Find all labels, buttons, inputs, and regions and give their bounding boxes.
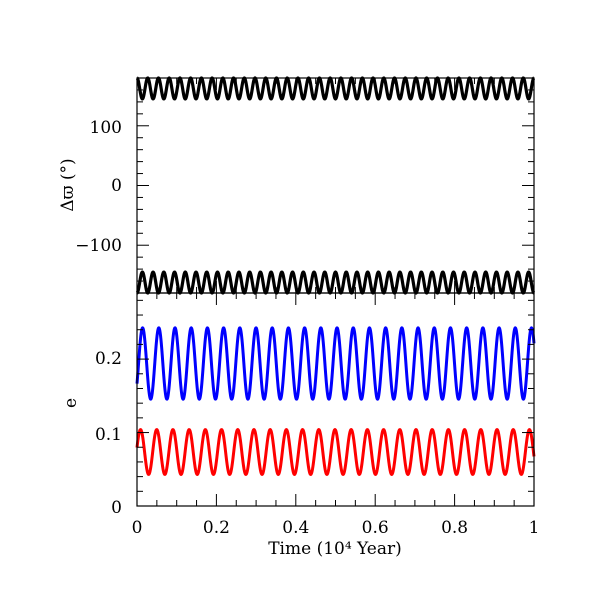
bottom-series-group [135, 326, 536, 476]
bottom-y-axis-title: e [61, 398, 81, 408]
top-ytick-label-0: 0 [111, 176, 122, 196]
xtick-label-0.2: 0.2 [203, 518, 230, 538]
top-series-upper-branch [136, 76, 535, 101]
series-blue-eccentricity [135, 326, 536, 401]
top-ticks [136, 77, 535, 294]
xtick-label-0.4: 0.4 [282, 518, 309, 538]
bottom-ytick-label-0.1: 0.1 [95, 425, 122, 445]
xtick-label-0.6: 0.6 [362, 518, 389, 538]
bottom-panel: 0.2 0.1 0 e 0 0.2 0.4 0.6 0.8 1 Time (10… [61, 292, 540, 559]
xtick-label-0: 0 [132, 518, 143, 538]
xtick-label-1: 1 [529, 518, 540, 538]
top-panel: 100 0 −100 Δϖ (°) [58, 76, 535, 295]
top-series-group [136, 76, 535, 295]
xtick-label-0.8: 0.8 [441, 518, 468, 538]
bottom-ticks [136, 293, 535, 507]
top-ytick-label-100: 100 [90, 118, 122, 138]
bottom-ytick-label-0: 0 [111, 498, 122, 518]
x-axis-title: Time (10⁴ Year) [268, 539, 402, 559]
top-ytick-label-minus100: −100 [75, 236, 122, 256]
top-series-lower-branch [136, 270, 535, 295]
top-y-axis-title: Δϖ (°) [58, 158, 78, 211]
series-red-eccentricity [135, 428, 536, 476]
bottom-ytick-label-0.2: 0.2 [95, 349, 122, 369]
